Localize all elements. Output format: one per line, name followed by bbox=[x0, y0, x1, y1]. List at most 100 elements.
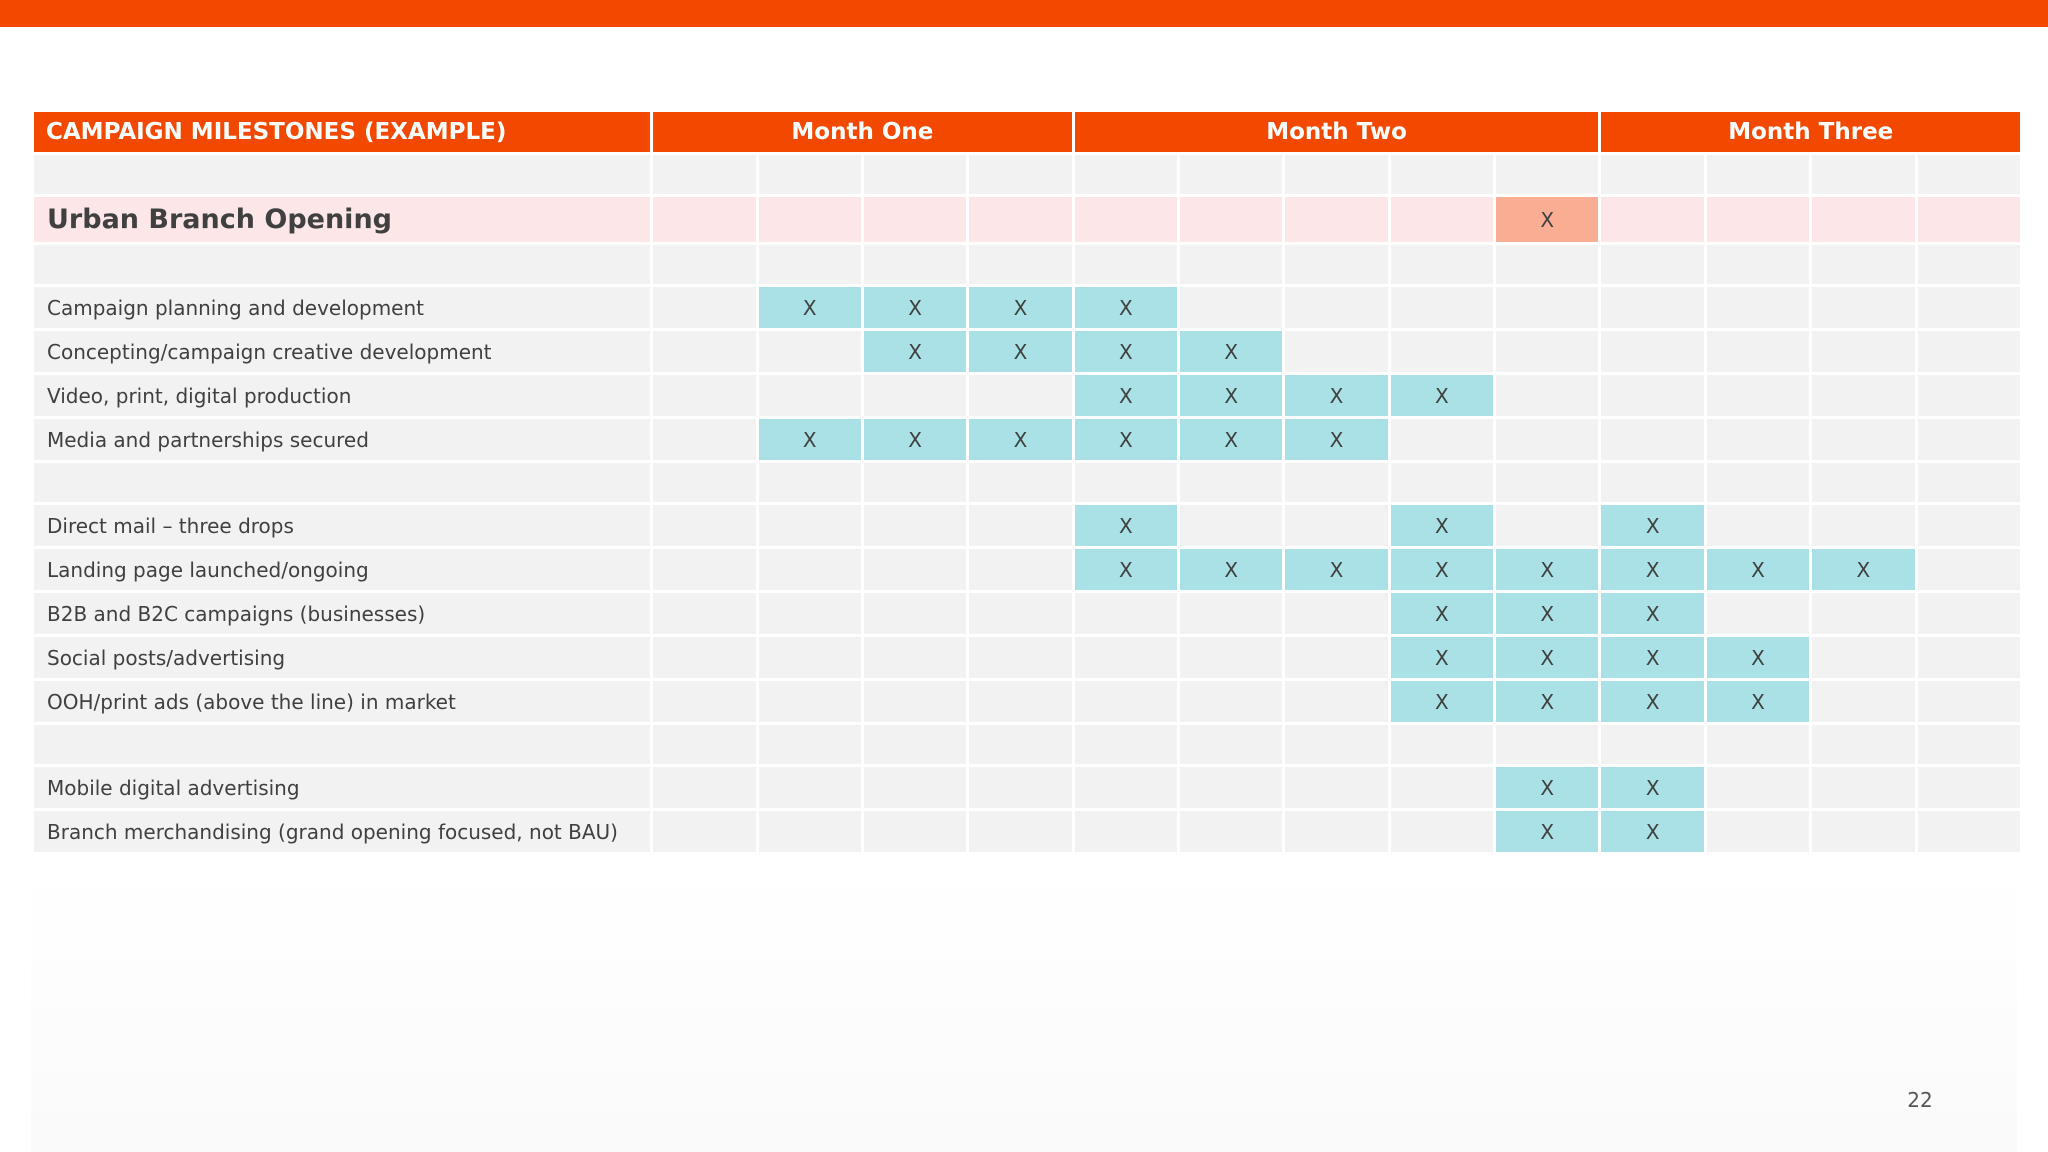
week-cell bbox=[1812, 463, 1915, 502]
week-cell bbox=[1917, 637, 2020, 678]
table-row: OOH/print ads (above the line) in market… bbox=[34, 681, 2020, 722]
table-row: Media and partnerships secured X X X X X X bbox=[34, 419, 2020, 460]
week-cell bbox=[863, 811, 967, 852]
week-cell bbox=[1917, 375, 2020, 416]
week-cell bbox=[1917, 287, 2020, 328]
week-cell bbox=[758, 681, 861, 722]
week-cell bbox=[1812, 331, 1915, 372]
week-cell bbox=[1179, 245, 1283, 284]
milestone-mark: X bbox=[863, 419, 967, 460]
milestone-mark: X bbox=[1390, 593, 1494, 634]
week-cell bbox=[1390, 245, 1494, 284]
top-accent-bar bbox=[0, 0, 2048, 27]
milestone-mark: X bbox=[1496, 197, 1599, 242]
milestone-mark: X bbox=[1390, 681, 1494, 722]
week-cell bbox=[1496, 505, 1599, 546]
row-label: Media and partnerships secured bbox=[34, 419, 651, 460]
milestone-mark: X bbox=[1179, 375, 1283, 416]
week-cell bbox=[1285, 505, 1388, 546]
milestone-mark: X bbox=[1601, 811, 1704, 852]
week-cell bbox=[1496, 245, 1599, 284]
milestone-mark: X bbox=[969, 419, 1072, 460]
milestone-mark: X bbox=[758, 419, 861, 460]
week-cell bbox=[1390, 331, 1494, 372]
week-cell bbox=[1390, 419, 1494, 460]
week-cell bbox=[758, 725, 861, 764]
milestone-mark: X bbox=[1496, 681, 1599, 722]
row-label: Mobile digital advertising bbox=[34, 767, 651, 808]
week-cell bbox=[1074, 811, 1177, 852]
table-row: Video, print, digital production X X X X bbox=[34, 375, 2020, 416]
week-cell bbox=[863, 245, 967, 284]
week-cell bbox=[1601, 463, 1704, 502]
week-cell bbox=[1179, 637, 1283, 678]
week-cell bbox=[1390, 725, 1494, 764]
week-cell bbox=[863, 637, 967, 678]
week-cell bbox=[1706, 197, 1810, 242]
row-label: Campaign planning and development bbox=[34, 287, 651, 328]
week-cell bbox=[1812, 725, 1915, 764]
week-cell bbox=[969, 155, 1072, 194]
week-cell bbox=[1496, 331, 1599, 372]
table-row: Landing page launched/ongoing X X X X X X X X bbox=[34, 549, 2020, 590]
week-cell bbox=[758, 197, 861, 242]
spacer-row bbox=[34, 155, 2020, 194]
week-cell bbox=[969, 245, 1072, 284]
week-cell bbox=[758, 245, 861, 284]
week-cell bbox=[1074, 463, 1177, 502]
week-cell bbox=[1917, 681, 2020, 722]
week-cell bbox=[1601, 197, 1704, 242]
week-cell bbox=[1812, 505, 1915, 546]
milestone-mark: X bbox=[1601, 505, 1704, 546]
week-cell bbox=[1812, 593, 1915, 634]
week-cell bbox=[969, 767, 1072, 808]
milestone-mark: X bbox=[1601, 593, 1704, 634]
week-cell bbox=[1917, 155, 2020, 194]
week-cell bbox=[1074, 767, 1177, 808]
week-cell bbox=[1917, 725, 2020, 764]
row-label bbox=[34, 725, 651, 764]
week-cell bbox=[1285, 245, 1388, 284]
week-cell bbox=[1706, 331, 1810, 372]
week-cell bbox=[1812, 767, 1915, 808]
week-cell bbox=[1179, 197, 1283, 242]
week-cell bbox=[653, 197, 756, 242]
row-label: Direct mail – three drops bbox=[34, 505, 651, 546]
milestone-mark: X bbox=[1390, 505, 1494, 546]
week-cell bbox=[1812, 155, 1915, 194]
week-cell bbox=[653, 287, 756, 328]
section-row: Urban Branch Opening X bbox=[34, 197, 2020, 242]
week-cell bbox=[969, 197, 1072, 242]
week-cell bbox=[653, 549, 756, 590]
week-cell bbox=[863, 155, 967, 194]
week-cell bbox=[863, 375, 967, 416]
week-cell bbox=[1074, 197, 1177, 242]
week-cell bbox=[1601, 155, 1704, 194]
week-cell bbox=[758, 463, 861, 502]
week-cell bbox=[1917, 245, 2020, 284]
month-three-header: Month Three bbox=[1601, 112, 2020, 152]
week-cell bbox=[1812, 287, 1915, 328]
week-cell bbox=[1179, 593, 1283, 634]
month-two-header: Month Two bbox=[1074, 112, 1599, 152]
week-cell bbox=[758, 375, 861, 416]
row-label: Branch merchandising (grand opening focu… bbox=[34, 811, 651, 852]
week-cell bbox=[1917, 811, 2020, 852]
milestone-mark: X bbox=[758, 287, 861, 328]
week-cell bbox=[969, 375, 1072, 416]
row-label: Landing page launched/ongoing bbox=[34, 549, 651, 590]
week-cell bbox=[863, 197, 967, 242]
week-cell bbox=[1285, 287, 1388, 328]
week-cell bbox=[1285, 637, 1388, 678]
week-cell bbox=[863, 767, 967, 808]
week-cell bbox=[1917, 593, 2020, 634]
week-cell bbox=[653, 375, 756, 416]
week-cell bbox=[969, 811, 1072, 852]
milestone-mark: X bbox=[1074, 505, 1177, 546]
week-cell bbox=[1706, 375, 1810, 416]
spacer-row bbox=[34, 463, 2020, 502]
week-cell bbox=[969, 463, 1072, 502]
table-row: Branch merchandising (grand opening focu… bbox=[34, 811, 2020, 852]
week-cell bbox=[1179, 287, 1283, 328]
week-cell bbox=[1390, 197, 1494, 242]
